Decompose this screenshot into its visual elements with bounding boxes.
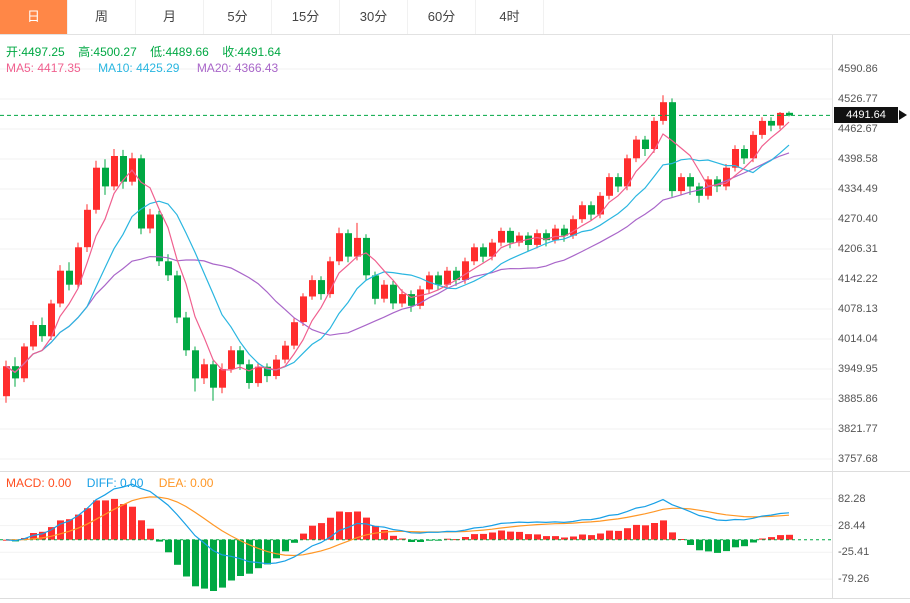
- low-value: 低:4489.66: [150, 45, 209, 59]
- y-axis-tick: -25.41: [838, 546, 870, 559]
- y-axis-tick: 4590.86: [838, 63, 878, 75]
- tab-5分[interactable]: 5分: [204, 0, 272, 34]
- y-axis-tick: 4014.04: [838, 333, 878, 346]
- ma5-value: MA5: 4417.35: [6, 61, 81, 75]
- y-axis-tick: -79.26: [838, 573, 870, 586]
- y-axis-tick: 3821.77: [838, 423, 878, 436]
- macd-info: MACD: 0.00 DIFF: 0.00 DEA: 0.00: [6, 476, 225, 490]
- bottom-border: [0, 598, 910, 599]
- tab-4时[interactable]: 4时: [476, 0, 544, 34]
- price-pointer-icon: [899, 110, 907, 121]
- tab-月[interactable]: 月: [136, 0, 204, 34]
- dea-value: DEA: 0.00: [158, 476, 214, 490]
- panel-divider: [0, 471, 910, 472]
- open-value: 开:4497.25: [6, 45, 65, 59]
- high-value: 高:4500.27: [78, 45, 137, 59]
- ma20-value: MA20: 4366.43: [196, 61, 279, 75]
- y-axis-tick: 82.28: [838, 492, 866, 505]
- y-axis-tick: 4206.31: [838, 243, 878, 256]
- y-axis-tick: 4526.77: [838, 93, 878, 105]
- y-axis-tick: 4462.67: [838, 123, 878, 135]
- tab-30分[interactable]: 30分: [340, 0, 408, 34]
- y-axis-tick: 4398.58: [838, 153, 878, 165]
- y-axis-border: [832, 35, 833, 599]
- timeframe-tabs: 日周月 5分 15分 30分 60分 4时: [0, 0, 910, 35]
- y-axis-tick: 3757.68: [838, 453, 878, 466]
- y-axis-tick: 4078.13: [838, 303, 878, 316]
- tab-15分[interactable]: 15分: [272, 0, 340, 34]
- tab-周[interactable]: 周: [68, 0, 136, 34]
- chart-area: 4590.86 4526.77 4462.67 4398.58 4334.49 4270.…: [0, 35, 910, 603]
- y-axis-tick: 28.44: [838, 519, 866, 532]
- tab-60分[interactable]: 60分: [408, 0, 476, 34]
- y-axis-tick: 4142.22: [838, 273, 878, 286]
- y-axis-tick: 3885.86: [838, 393, 878, 406]
- y-axis-tick: 3949.95: [838, 363, 878, 376]
- ma-info: MA5: 4417.35 MA10: 4425.29 MA20: 4366.43: [6, 61, 292, 75]
- close-value: 收:4491.64: [222, 45, 281, 59]
- tab-日[interactable]: 日: [0, 0, 68, 34]
- current-price-tag: 4491.64: [834, 107, 898, 124]
- y-axis-tick: 4270.40: [838, 213, 878, 225]
- macd-value: MACD: 0.00: [6, 476, 72, 490]
- ma10-value: MA10: 4425.29: [98, 61, 180, 75]
- main-candlestick-chart[interactable]: [0, 35, 832, 471]
- ohlc-info: 开:4497.25 高:4500.27 低:4489.66 收:4491.64: [6, 43, 291, 60]
- diff-value: DIFF: 0.00: [86, 476, 144, 490]
- y-axis-tick: 4334.49: [838, 183, 878, 195]
- macd-indicator-chart[interactable]: [0, 472, 832, 598]
